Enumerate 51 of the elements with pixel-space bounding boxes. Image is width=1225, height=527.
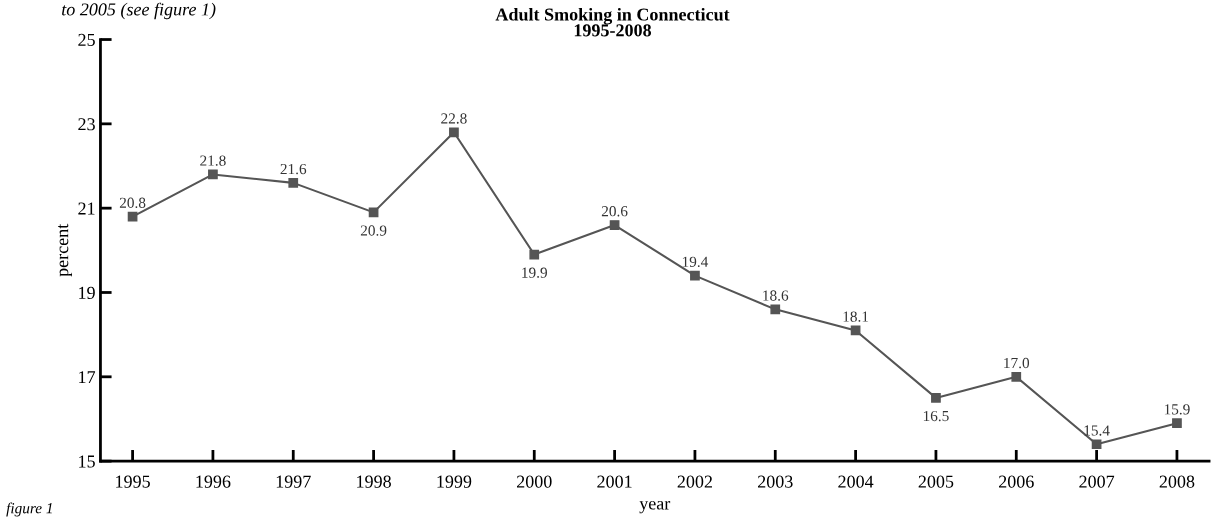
text: 18.6: [763, 290, 789, 301]
x-tick-label: 2006: [999, 475, 1034, 488]
y-axis-title: percent: [57, 223, 72, 277]
x-tick-label: 1998: [357, 475, 391, 488]
x-tick-label: 1999: [437, 475, 472, 488]
x-tick-label: 2008: [1159, 475, 1195, 488]
text: 15.4: [1084, 425, 1110, 436]
caption: figure 1: [6, 502, 52, 517]
text: 18.1: [843, 311, 869, 322]
text: 19.9: [522, 267, 547, 278]
point: [1011, 371, 1022, 382]
text: to 2005 (see figure 1): [62, 2, 216, 20]
point: [609, 220, 620, 230]
x-tick-label: 1996: [196, 475, 231, 488]
point: [449, 127, 459, 138]
point: [1172, 418, 1182, 429]
point: [770, 304, 781, 315]
chart-title: Adult Smoking in Connecticut: [495, 7, 730, 25]
y-tick-label: 25: [78, 33, 95, 46]
text: 15.9: [1164, 404, 1190, 415]
text: 20.6: [601, 206, 628, 217]
x-axis-title: year: [639, 500, 671, 514]
x-tick-label: 1997: [276, 475, 311, 488]
y-tick-label: 17: [79, 371, 96, 384]
x-tick-label: 2005: [918, 475, 954, 488]
point: [288, 178, 299, 188]
text: 21.8: [200, 155, 226, 166]
text: 17.0: [1004, 357, 1030, 369]
point: [1091, 439, 1102, 450]
chart-subtitle: 1995-2008: [574, 24, 652, 37]
x-tick-label: 2001: [597, 475, 632, 488]
text: 20.8: [119, 197, 146, 208]
x-tick-label: 2000: [517, 475, 552, 488]
text: 22.8: [441, 113, 467, 124]
point: [208, 169, 218, 180]
point: [931, 393, 941, 403]
y-tick-label: 23: [78, 118, 95, 131]
y-tick-label: 21: [78, 202, 95, 215]
y-tick-label: 19: [79, 286, 95, 299]
y-tick-label: 15: [79, 455, 95, 468]
point: [690, 270, 700, 281]
text: 20.9: [360, 225, 387, 236]
point: [529, 249, 540, 260]
text: 16.5: [923, 410, 949, 422]
x-tick-label: 1995: [116, 475, 150, 488]
text: 19.4: [682, 256, 709, 268]
x-tick-label: 2003: [758, 475, 793, 488]
text: 21.6: [280, 163, 307, 175]
x-tick-label: 2002: [677, 475, 712, 488]
x-tick-label: 2004: [838, 475, 874, 488]
x-tick-label: 2007: [1079, 475, 1115, 488]
